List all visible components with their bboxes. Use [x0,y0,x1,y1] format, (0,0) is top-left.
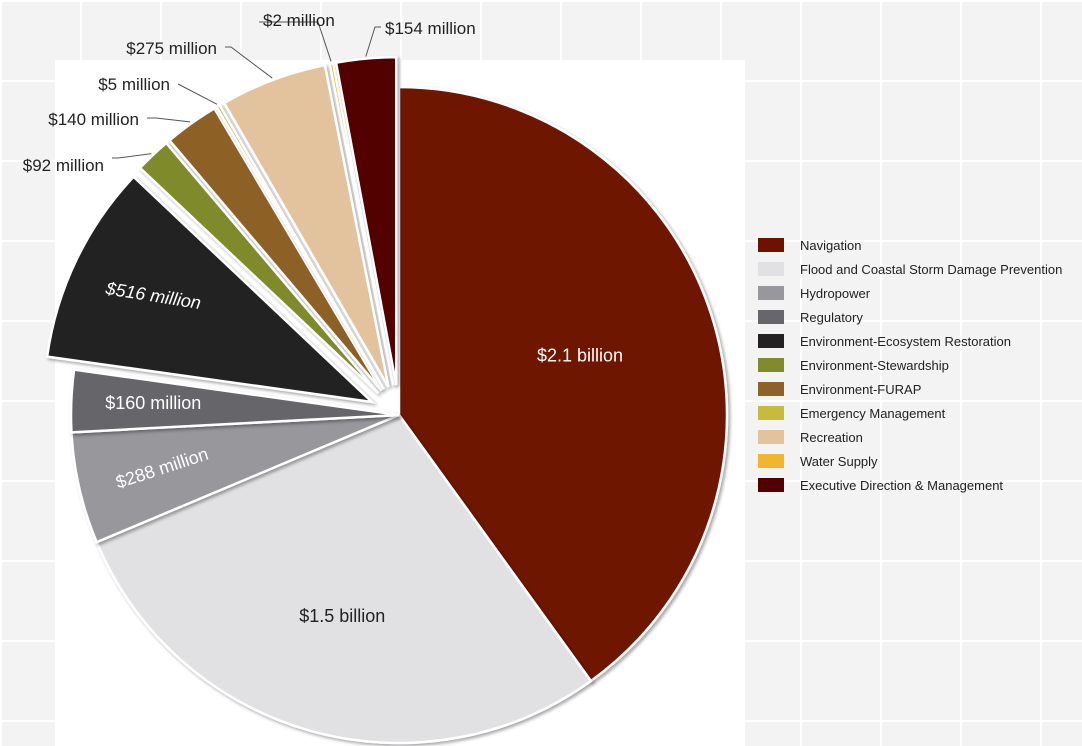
legend-swatch [758,310,784,324]
legend-label: Flood and Coastal Storm Damage Preventio… [800,261,1063,277]
legend-item: Executive Direction & Management [758,473,1082,497]
callout-leader-line [365,26,381,57]
legend-label: Recreation [800,429,863,445]
legend-item: Environment-Stewardship [758,353,1082,377]
chart-legend: Navigation Flood and Coastal Storm Damage… [758,233,1082,497]
legend-swatch [758,238,784,252]
legend-label: Environment-Stewardship [800,357,949,373]
legend-swatch [758,286,784,300]
legend-item: Environment-FURAP [758,377,1082,401]
callout-leader-line [112,153,152,159]
legend-swatch [758,430,784,444]
callout-leader-line [147,117,191,123]
slice-callout-label: $275 million [126,39,217,58]
legend-label: Navigation [800,237,862,253]
pie-slice-water-supply [328,61,395,386]
legend-label: Environment-FURAP [800,381,922,397]
legend-label: Water Supply [800,453,878,469]
legend-item: Hydropower [758,281,1082,305]
legend-item: Navigation [758,233,1082,257]
legend-swatch [758,334,784,348]
slice-callout-label: $154 million [385,19,476,38]
legend-swatch [758,454,784,468]
legend-item: Water Supply [758,449,1082,473]
slice-value-label: $1.5 billion [299,606,385,626]
pie-slice-environment-stewardship [138,141,380,395]
legend-label: Executive Direction & Management [800,477,1004,493]
slice-callout-label: $92 million [23,156,104,175]
legend-swatch [758,358,784,372]
slice-callout-label: $5 million [98,75,170,94]
slice-callout-label: $140 million [48,110,139,129]
callout-leader-line [177,83,218,105]
legend-label: Regulatory [800,309,863,325]
pie-slice-environment-furap [167,106,383,392]
pie-slice-navigation [397,85,729,683]
slice-callout-label: $2 million [263,11,335,30]
legend-swatch [758,382,784,396]
legend-item: Emergency Management [758,401,1082,425]
legend-label: Emergency Management [800,405,946,421]
legend-label: Environment-Ecosystem Restoration [800,333,1011,349]
legend-item: Regulatory [758,305,1082,329]
pie-slice-regulatory [69,368,400,434]
pie-slice-environment-ecosystem-restoration [45,174,376,404]
slice-value-label: $160 million [105,393,201,413]
pie-slice-flood-and-coastal-storm-damage-prevention [95,413,593,745]
legend-label: Hydropower [800,285,871,301]
legend-item: Flood and Coastal Storm Damage Preventio… [758,257,1082,281]
legend-swatch [758,406,784,420]
legend-swatch [758,478,784,492]
pie-slice-executive-direction-management [334,55,398,386]
slice-value-label: $2.1 billion [537,345,623,365]
legend-item: Recreation [758,425,1082,449]
callout-leader-line [225,46,273,79]
pie-slice-emergency-management [214,103,385,390]
legend-swatch [758,262,784,276]
pie-slice-recreation [222,63,390,388]
callout-leader-line [259,21,332,62]
legend-item: Environment-Ecosystem Restoration [758,329,1082,353]
